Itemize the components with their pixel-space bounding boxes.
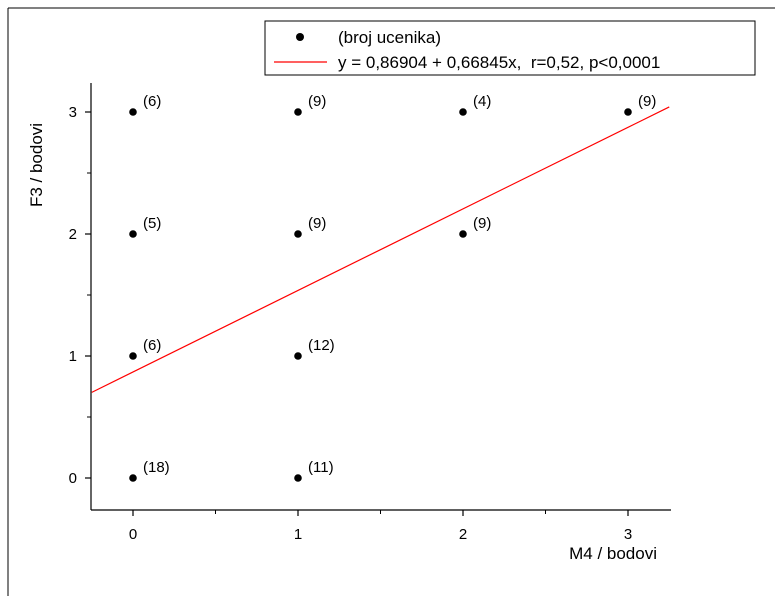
data-point <box>624 108 632 116</box>
point-count-label: (12) <box>308 337 335 354</box>
axis-ticks: 0 1 2 3 0 1 2 3 <box>69 104 633 543</box>
point-count-label: (9) <box>638 93 656 110</box>
x-axis-title: M4 / bodovi <box>569 544 657 563</box>
y-tick-label: 2 <box>69 226 77 243</box>
point-count-label: (4) <box>473 93 491 110</box>
legend: (broj ucenika) y = 0,86904 + 0,66845x, r… <box>264 20 756 76</box>
x-tick-label: 3 <box>624 526 632 543</box>
point-count-label: (9) <box>473 215 491 232</box>
data-point <box>294 352 302 360</box>
point-count-label: (18) <box>143 459 170 476</box>
y-axis-title: F3 / bodovi <box>27 123 46 207</box>
data-points: (6) (9) (4) (9) (5) (9) (9) (6) (12) (18) (11) <box>129 93 656 482</box>
x-tick-label: 0 <box>129 526 137 543</box>
fit-line-group <box>91 106 670 393</box>
y-tick-label: 0 <box>69 470 77 487</box>
x-tick-label: 1 <box>294 526 302 543</box>
data-point <box>294 474 302 482</box>
data-point <box>294 230 302 238</box>
y-tick-label: 1 <box>69 348 77 365</box>
y-tick-label: 3 <box>69 104 77 121</box>
regression-line <box>91 106 670 393</box>
data-point <box>129 230 137 238</box>
point-count-label: (6) <box>143 337 161 354</box>
data-point <box>459 230 467 238</box>
data-point <box>129 352 137 360</box>
point-count-label: (9) <box>308 215 326 232</box>
x-tick-label: 2 <box>459 526 467 543</box>
legend-box <box>264 20 756 76</box>
data-point <box>294 108 302 116</box>
legend-label-points: (broj ucenika) <box>338 28 441 47</box>
point-count-label: (11) <box>308 459 334 476</box>
data-point <box>129 474 137 482</box>
legend-label-fit: y = 0,86904 + 0,66845x, r=0,52, p<0,0001 <box>338 53 660 72</box>
data-point <box>459 108 467 116</box>
legend-marker-point <box>296 33 304 41</box>
point-count-label: (9) <box>308 93 326 110</box>
point-count-label: (5) <box>143 215 161 232</box>
data-point <box>129 108 137 116</box>
point-count-label: (6) <box>143 93 161 110</box>
